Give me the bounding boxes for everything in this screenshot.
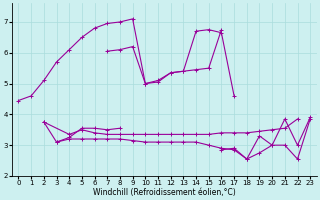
X-axis label: Windchill (Refroidissement éolien,°C): Windchill (Refroidissement éolien,°C) <box>93 188 236 197</box>
